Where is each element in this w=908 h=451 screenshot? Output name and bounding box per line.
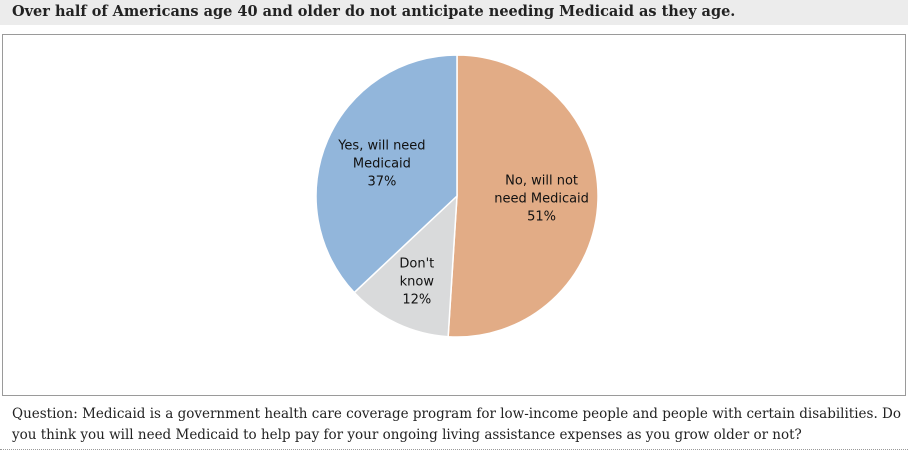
pie-slice-label-line-0-1: need Medicaid <box>494 192 589 207</box>
pie-slice-label-0: No, will not need Medicaid 51% <box>494 174 589 225</box>
chart-container: No, will not need Medicaid 51% Don't know 12%… <box>2 34 906 396</box>
pie-slice-label-line-2-1: Medicaid <box>353 157 411 172</box>
survey-question: Question: Medicaid is a government healt… <box>12 406 901 443</box>
pie-slice-label-1: Don't know 12% <box>399 257 434 308</box>
footer-divider <box>0 449 908 450</box>
pie-slice-1 <box>353 194 458 338</box>
pie-slice-label-line-1-1: know <box>400 275 435 290</box>
pie-slice-0 <box>447 54 599 338</box>
pie-slice-value-0: 51% <box>527 210 556 225</box>
pie-slice-value-2: 37% <box>367 175 396 190</box>
pie-slice-label-line-0-0: No, will not <box>505 174 578 189</box>
pie-slice-label-2: Yes, will need Medicaid 37% <box>337 139 425 190</box>
pie-slice-label-line-2-0: Yes, will need <box>337 139 425 154</box>
pie-slice-label-line-1-0: Don't <box>399 257 434 272</box>
chart-title: Over half of Americans age 40 and older … <box>0 0 908 25</box>
pie-chart: No, will not need Medicaid 51% Don't know 12%… <box>315 54 599 338</box>
pie-slice-2 <box>315 54 458 294</box>
pie-slice-value-1: 12% <box>402 293 431 308</box>
